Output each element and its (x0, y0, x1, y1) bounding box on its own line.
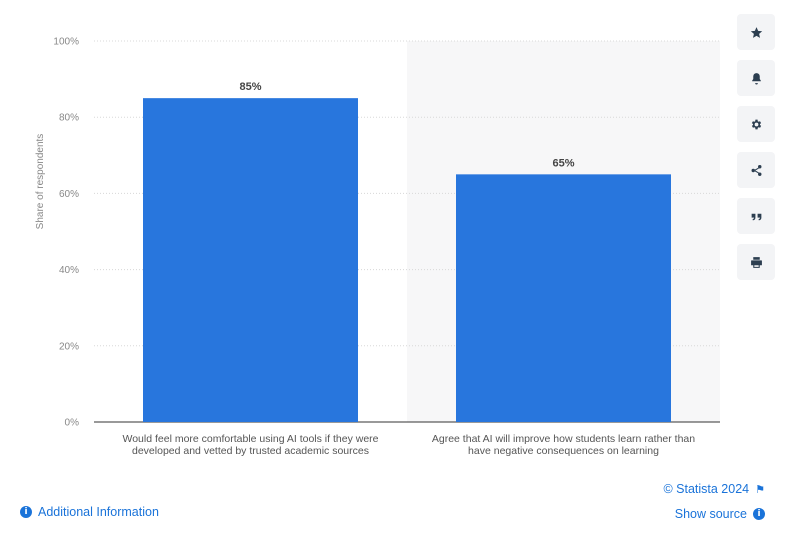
y-tick-label: 40% (59, 265, 79, 276)
settings-button[interactable] (737, 106, 775, 142)
y-tick-label: 100% (53, 37, 79, 48)
bar (143, 98, 358, 423)
category-label: Would feel more comfortable using AI too… (122, 433, 378, 445)
show-source-link[interactable]: Show source i (675, 507, 765, 521)
notification-button[interactable] (737, 60, 775, 96)
show-source-label: Show source (674, 507, 747, 521)
category-label: Agree that AI will improve how students … (432, 433, 695, 445)
copyright-text: © Statista 2024 (663, 482, 750, 496)
copyright-line: © Statista 2024 ⚑ (663, 482, 765, 496)
bar (456, 174, 671, 422)
bell-icon (751, 72, 761, 84)
category-label: have negative consequences on learning (468, 445, 659, 457)
additional-information-link[interactable]: i Additional Information (20, 505, 159, 519)
info-icon: i (20, 506, 32, 518)
chart-area: 0% 20% 40% 60% 80% 100% Share of respondents 85… (35, 37, 720, 457)
y-tick-label: 0% (65, 418, 80, 429)
share-icon (751, 164, 761, 176)
y-axis-title: Share of respondents (35, 134, 46, 230)
data-label: 85% (239, 81, 261, 93)
print-icon (750, 256, 762, 268)
info-icon: i (753, 508, 765, 520)
gear-icon (751, 119, 761, 129)
data-label: 65% (552, 157, 574, 169)
y-tick-label: 80% (59, 113, 79, 124)
side-toolbar (737, 14, 775, 290)
y-tick-label: 20% (59, 341, 79, 352)
star-icon (750, 26, 762, 38)
category-label: developed and vetted by trusted academic… (132, 445, 369, 457)
additional-information-label: Additional Information (38, 505, 159, 519)
y-tick-label: 60% (59, 189, 79, 200)
cite-button[interactable] (737, 198, 775, 234)
share-button[interactable] (737, 152, 775, 188)
quote-icon (751, 213, 761, 220)
flag-icon[interactable]: ⚑ (755, 482, 765, 496)
print-button[interactable] (737, 244, 775, 280)
bar-chart: 0% 20% 40% 60% 80% 100% Share of respondents 85… (35, 37, 720, 457)
favorite-button[interactable] (737, 14, 775, 50)
